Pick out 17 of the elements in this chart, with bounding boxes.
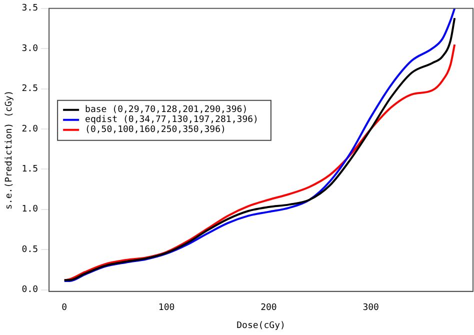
y-tick-label: 3.0 xyxy=(22,44,38,54)
y-tick-label: 0.5 xyxy=(22,244,38,255)
y-tick-label: 0.0 xyxy=(22,285,38,296)
x-tick-label: 100 xyxy=(158,303,175,314)
legend-label: base (0,29,70,128,201,290,396) xyxy=(85,105,248,116)
legend-label: (0,50,100,160,250,350,396) xyxy=(85,125,226,136)
y-tick-label: 1.0 xyxy=(22,204,38,215)
x-tick-label: 200 xyxy=(260,303,277,314)
y-tick-label: 1.5 xyxy=(22,164,38,175)
y-tick-label: 3.5 xyxy=(22,4,38,14)
x-tick-label: 300 xyxy=(362,303,379,314)
x-axis-title: Dose(cGy) xyxy=(236,320,286,331)
y-tick-label: 2.5 xyxy=(22,84,38,94)
y-axis-title: s.e.(Prediction) (cGy) xyxy=(4,90,15,210)
x-tick-label: 0 xyxy=(62,303,68,314)
legend-label: eqdist (0,34,77,130,197,281,396) xyxy=(85,115,258,126)
y-tick-label: 2.0 xyxy=(22,124,38,134)
